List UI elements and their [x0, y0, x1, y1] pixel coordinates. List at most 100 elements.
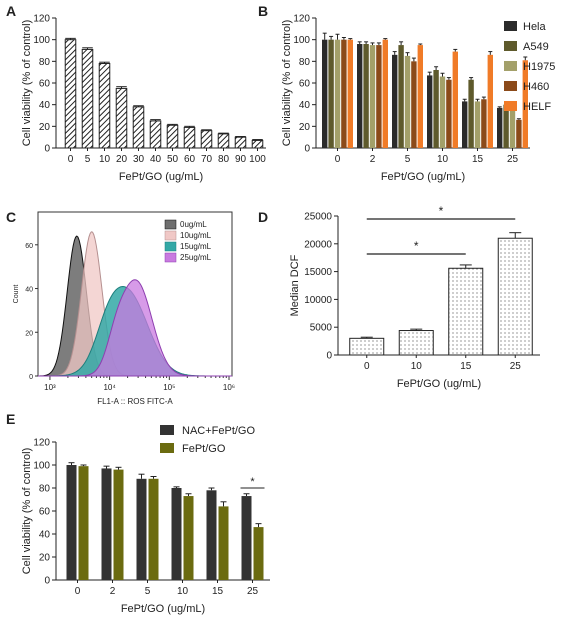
b-x-axis-label: FePt/GO (ug/mL) — [381, 171, 465, 183]
d-y-tick-label: 5000 — [310, 323, 333, 334]
b-legend-swatch — [504, 101, 517, 111]
e-x-tick-label: 10 — [177, 586, 189, 597]
b-bar — [382, 39, 388, 148]
a-bar — [183, 126, 196, 149]
d-y-tick-label: 15000 — [304, 267, 332, 278]
a-bar — [98, 63, 111, 149]
e-y-tick-label: 120 — [33, 438, 50, 449]
c-legend-swatch — [164, 241, 177, 252]
b-y-axis-label: Cell viability (% of control) — [281, 20, 293, 147]
e-legend-swatch — [160, 425, 174, 435]
d-bar — [349, 337, 385, 356]
b-bar — [446, 79, 452, 148]
d-bar — [448, 267, 484, 356]
b-legend-swatch — [504, 61, 517, 71]
b-bar — [363, 44, 369, 148]
e-x-tick-label: 5 — [145, 586, 151, 597]
d-y-axis-label: Median DCF — [289, 254, 301, 316]
b-bar — [433, 70, 439, 148]
a-x-tick-label: 80 — [218, 154, 230, 165]
d-y-tick-label: 25000 — [304, 212, 332, 223]
c-histogram — [38, 279, 232, 377]
a-x-tick-label: 50 — [167, 154, 179, 165]
e-bar — [206, 490, 217, 580]
e-legend-label: FePt/GO — [182, 443, 226, 455]
e-x-tick-label: 0 — [75, 586, 81, 597]
c-legend-swatch — [164, 252, 177, 263]
e-bar — [253, 527, 264, 580]
b-bar — [392, 54, 398, 149]
e-legend-label: NAC+FePt/GO — [182, 425, 255, 437]
c-legend-label: 10ug/mL — [180, 231, 212, 240]
b-legend-swatch — [504, 81, 517, 91]
b-bar — [328, 39, 334, 148]
b-bar — [398, 45, 404, 149]
a-y-tick-label: 100 — [33, 35, 50, 46]
a-x-tick-label: 40 — [150, 154, 162, 165]
e-bar — [101, 468, 112, 580]
b-bar — [481, 99, 487, 148]
d-significance-star: * — [439, 204, 444, 218]
b-y-tick-label: 80 — [299, 57, 311, 68]
d-x-tick-label: 10 — [411, 361, 423, 372]
a-x-tick-label: 60 — [184, 154, 196, 165]
b-legend-label: HELF — [523, 101, 551, 113]
e-y-tick-label: 20 — [39, 553, 51, 564]
a-bar — [166, 124, 179, 149]
e-y-tick-label: 0 — [44, 576, 50, 587]
c-legend-swatch — [164, 219, 177, 230]
a-bar — [200, 130, 213, 149]
a-y-tick-label: 120 — [33, 14, 50, 25]
b-bar — [411, 61, 417, 149]
e-y-tick-label: 80 — [39, 484, 51, 495]
b-legend-label: Hela — [523, 21, 547, 33]
e-x-axis-label: FePt/GO (ug/mL) — [121, 603, 205, 615]
panel-label-b: B — [258, 3, 268, 19]
a-bar — [64, 39, 77, 149]
a-bar — [115, 87, 128, 149]
a-x-tick-label: 30 — [133, 154, 145, 165]
panel-label-c: C — [6, 209, 16, 225]
b-x-tick-label: 10 — [437, 154, 449, 165]
b-legend-swatch — [504, 21, 517, 31]
b-bar — [347, 39, 353, 148]
c-y-tick-label: 0 — [29, 374, 33, 381]
b-bar — [427, 75, 433, 148]
c-legend-label: 0ug/mL — [180, 220, 207, 229]
e-bar — [78, 466, 89, 580]
b-bar — [357, 44, 363, 148]
a-bar — [81, 48, 94, 149]
b-bar — [474, 101, 481, 148]
b-bar — [376, 45, 382, 149]
b-x-tick-label: 2 — [370, 154, 376, 165]
e-x-tick-label: 25 — [247, 586, 259, 597]
d-x-tick-label: 0 — [364, 361, 370, 372]
b-bar — [509, 109, 516, 148]
e-bar — [148, 478, 159, 580]
c-legend-label: 15ug/mL — [180, 242, 212, 251]
a-y-tick-label: 80 — [39, 57, 51, 68]
c-x-tick-label: 10³ — [44, 383, 56, 392]
d-x-tick-label: 15 — [460, 361, 472, 372]
b-bar — [439, 76, 446, 148]
d-x-axis-label: FePt/GO (ug/mL) — [397, 378, 481, 390]
b-y-tick-label: 0 — [304, 144, 310, 155]
b-bar — [487, 54, 493, 149]
b-bar — [341, 39, 347, 148]
b-legend-label: H1975 — [523, 61, 555, 73]
a-y-tick-label: 20 — [39, 122, 51, 133]
b-x-tick-label: 15 — [472, 154, 484, 165]
c-y-tick-label: 60 — [25, 243, 33, 250]
a-x-tick-label: 100 — [249, 154, 266, 165]
a-x-tick-label: 0 — [68, 154, 74, 165]
e-y-axis-label: Cell viability (% of control) — [21, 448, 33, 575]
panel-label-a: A — [6, 3, 16, 19]
d-bar — [398, 330, 434, 356]
a-x-tick-label: 90 — [235, 154, 247, 165]
e-y-tick-label: 40 — [39, 530, 51, 541]
c-x-tick-label: 10⁴ — [103, 383, 116, 392]
e-bar — [183, 496, 194, 580]
a-bar — [132, 106, 145, 149]
